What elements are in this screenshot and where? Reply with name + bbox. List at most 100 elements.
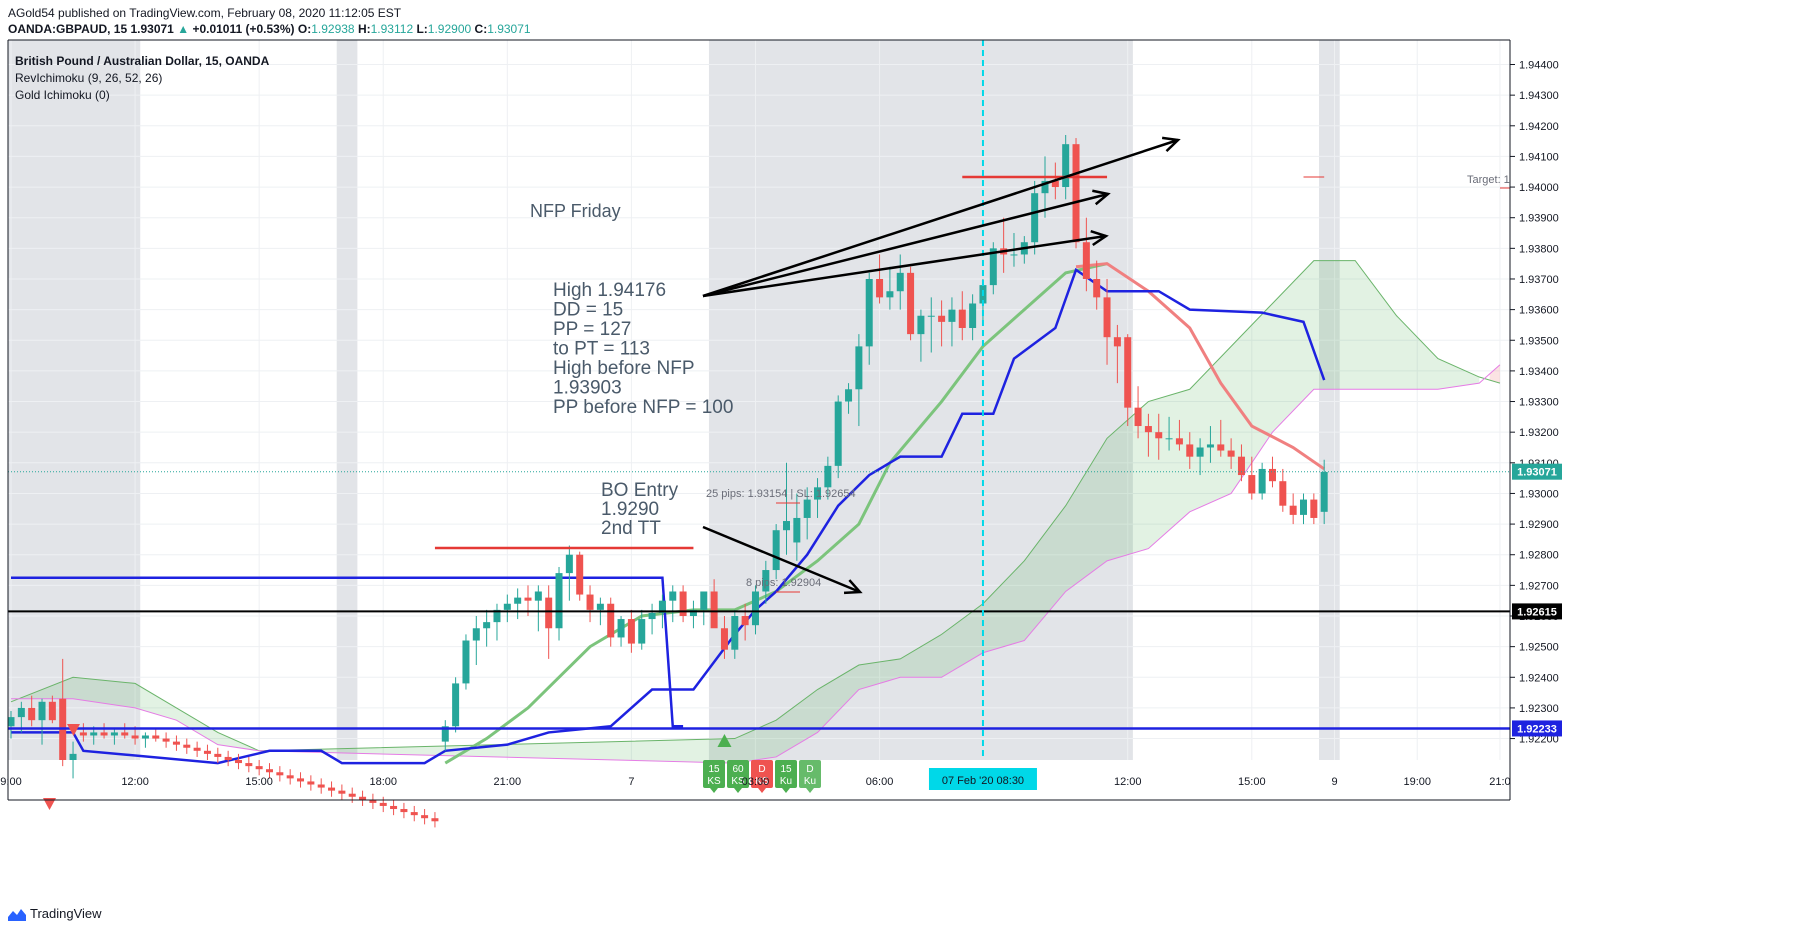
candle[interactable] bbox=[359, 790, 367, 806]
candle[interactable] bbox=[1248, 456, 1256, 500]
candle[interactable] bbox=[1237, 444, 1245, 482]
candle[interactable] bbox=[731, 609, 739, 659]
candle[interactable] bbox=[907, 266, 915, 341]
candle[interactable] bbox=[876, 254, 884, 304]
candle[interactable] bbox=[762, 560, 770, 604]
candle[interactable] bbox=[679, 585, 687, 623]
candle[interactable] bbox=[286, 769, 294, 785]
candle[interactable] bbox=[1134, 386, 1142, 439]
candle[interactable] bbox=[1289, 493, 1297, 525]
candle[interactable] bbox=[958, 291, 966, 341]
candle[interactable] bbox=[783, 462, 790, 555]
candle[interactable] bbox=[266, 763, 273, 779]
candle[interactable] bbox=[700, 591, 708, 626]
candle[interactable] bbox=[1310, 493, 1318, 525]
candle[interactable] bbox=[627, 609, 635, 653]
candle[interactable] bbox=[297, 772, 305, 788]
candle[interactable] bbox=[1175, 419, 1183, 451]
candle[interactable] bbox=[1217, 419, 1225, 457]
candle[interactable] bbox=[1082, 217, 1090, 292]
candle[interactable] bbox=[576, 551, 584, 601]
candle[interactable] bbox=[503, 594, 511, 623]
candle[interactable] bbox=[7, 710, 15, 739]
candle[interactable] bbox=[452, 677, 460, 733]
candle[interactable] bbox=[617, 616, 625, 647]
candle[interactable] bbox=[141, 732, 149, 748]
candle[interactable] bbox=[555, 566, 563, 641]
candle[interactable] bbox=[1031, 180, 1039, 255]
candle[interactable] bbox=[938, 300, 946, 347]
legend-indicator-2[interactable]: Gold Ichimoku (0) bbox=[15, 88, 110, 102]
signal-badge-2[interactable]: DKS bbox=[751, 760, 773, 793]
candle[interactable] bbox=[1041, 156, 1049, 218]
candle[interactable] bbox=[834, 395, 842, 479]
candle[interactable] bbox=[400, 802, 408, 819]
candle[interactable] bbox=[1268, 456, 1276, 488]
candle[interactable] bbox=[441, 720, 449, 751]
candle[interactable] bbox=[1165, 416, 1173, 451]
candle[interactable] bbox=[79, 723, 87, 742]
candle[interactable] bbox=[390, 799, 398, 816]
candle[interactable] bbox=[472, 616, 480, 666]
candle[interactable] bbox=[421, 809, 429, 825]
candle[interactable] bbox=[100, 723, 108, 739]
candle[interactable] bbox=[48, 695, 56, 724]
candle[interactable] bbox=[307, 775, 315, 791]
candle[interactable] bbox=[379, 796, 387, 813]
candle[interactable] bbox=[276, 766, 284, 782]
candle[interactable] bbox=[1279, 468, 1287, 512]
candle[interactable] bbox=[989, 242, 997, 295]
candle[interactable] bbox=[162, 732, 170, 748]
candle[interactable] bbox=[855, 334, 863, 427]
candle[interactable] bbox=[172, 735, 180, 751]
candle[interactable] bbox=[689, 600, 697, 629]
candle[interactable] bbox=[410, 805, 418, 822]
candle[interactable] bbox=[234, 753, 242, 770]
candle[interactable] bbox=[824, 456, 832, 500]
candle[interactable] bbox=[896, 254, 904, 310]
candle[interactable] bbox=[710, 579, 718, 629]
candle[interactable] bbox=[534, 585, 542, 632]
candle[interactable] bbox=[214, 747, 222, 764]
legend-indicator-1[interactable]: RevIchimoku (9, 26, 52, 26) bbox=[15, 71, 162, 85]
candle[interactable] bbox=[638, 609, 646, 650]
candle[interactable] bbox=[565, 545, 573, 601]
candle[interactable] bbox=[793, 493, 801, 561]
candle[interactable] bbox=[121, 723, 129, 739]
candle[interactable] bbox=[814, 478, 822, 518]
signal-badge-4[interactable]: DKu bbox=[799, 760, 821, 793]
candle[interactable] bbox=[1186, 432, 1194, 469]
candle[interactable] bbox=[203, 744, 211, 760]
candle[interactable] bbox=[948, 297, 956, 347]
candle[interactable] bbox=[317, 778, 325, 794]
candle[interactable] bbox=[69, 741, 77, 779]
candle[interactable] bbox=[741, 603, 749, 641]
candle[interactable] bbox=[1124, 334, 1132, 427]
candle[interactable] bbox=[152, 729, 160, 742]
candle[interactable] bbox=[348, 787, 356, 803]
candle[interactable] bbox=[886, 266, 894, 310]
symbol-label[interactable]: OANDA:GBPAUD, 15 bbox=[8, 22, 128, 36]
candle[interactable] bbox=[462, 634, 470, 690]
candle[interactable] bbox=[369, 793, 377, 810]
candle[interactable] bbox=[1206, 426, 1214, 463]
tradingview-brand[interactable]: TradingView bbox=[30, 906, 102, 921]
candle[interactable] bbox=[969, 294, 977, 341]
candle[interactable] bbox=[845, 383, 853, 414]
candle[interactable] bbox=[648, 603, 656, 635]
candle[interactable] bbox=[1103, 278, 1111, 365]
candle[interactable] bbox=[927, 297, 935, 353]
candle[interactable] bbox=[865, 272, 873, 365]
candle[interactable] bbox=[669, 585, 677, 623]
candle[interactable] bbox=[545, 585, 553, 659]
candle[interactable] bbox=[1155, 413, 1163, 460]
candle[interactable] bbox=[586, 585, 594, 623]
candle[interactable] bbox=[493, 603, 501, 641]
candle[interactable] bbox=[751, 585, 759, 635]
candle[interactable] bbox=[28, 695, 36, 727]
candle[interactable] bbox=[720, 616, 728, 659]
